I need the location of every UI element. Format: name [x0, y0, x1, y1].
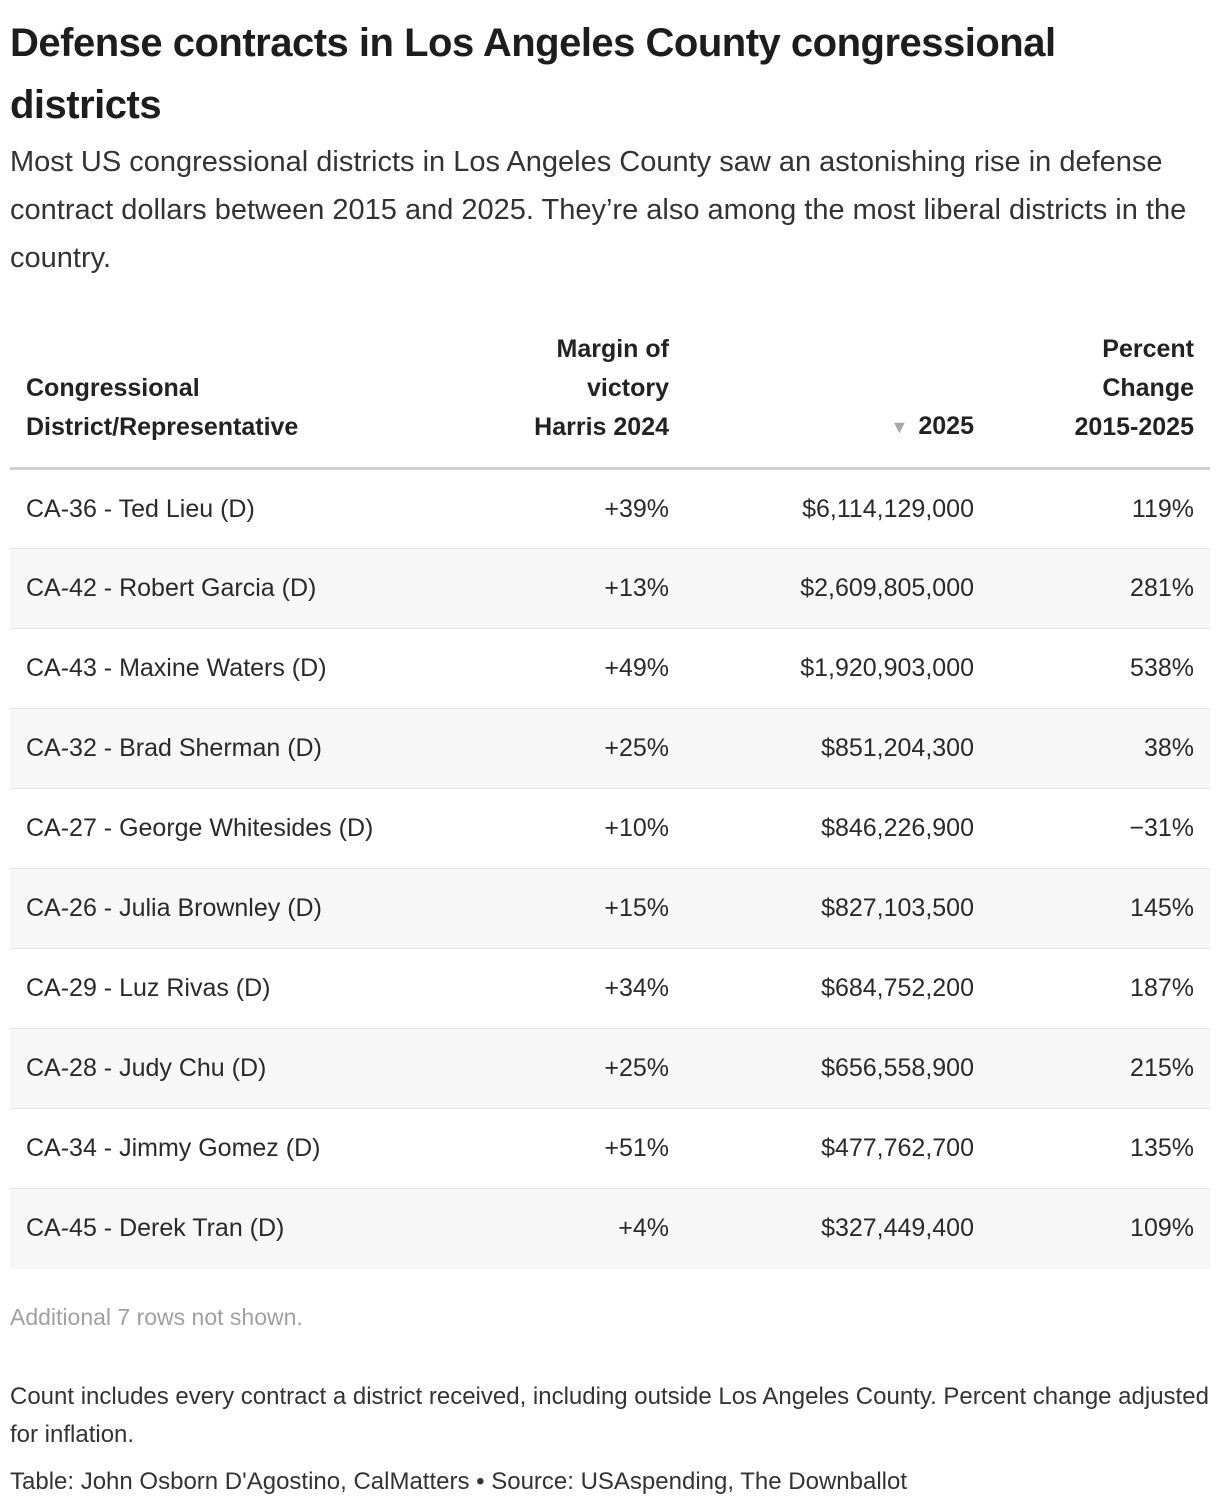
cell-district: CA-36 - Ted Lieu (D): [10, 468, 440, 549]
cell-margin: +4%: [440, 1188, 685, 1269]
cell-district: CA-32 - Brad Sherman (D): [10, 708, 440, 789]
header-pct-line2: Change: [1102, 374, 1194, 402]
cell-contracts-2025: $1,920,903,000: [685, 628, 990, 709]
table-row: CA-26 - Julia Brownley (D) +15% $827,103…: [10, 868, 1210, 949]
cell-margin: +49%: [440, 628, 685, 709]
table-row: CA-45 - Derek Tran (D) +4% $327,449,400 …: [10, 1188, 1210, 1269]
header-pct-line3: 2015-2025: [1074, 413, 1194, 441]
chart-title: Defense contracts in Los Angeles County …: [10, 21, 1056, 127]
chart-container: Defense contracts in Los Angeles County …: [10, 0, 1210, 1495]
cell-margin: +25%: [440, 708, 685, 789]
cell-contracts-2025: $477,762,700: [685, 1108, 990, 1189]
cell-district: CA-43 - Maxine Waters (D): [10, 628, 440, 709]
table-row: CA-42 - Robert Garcia (D) +13% $2,609,80…: [10, 548, 1210, 629]
cell-percent-change: 215%: [990, 1028, 1210, 1109]
header-margin-line1: Margin of: [556, 335, 670, 363]
cell-percent-change: 38%: [990, 708, 1210, 789]
cell-contracts-2025: $846,226,900: [685, 788, 990, 869]
header-margin-line2: victory: [587, 374, 669, 402]
cell-contracts-2025: $851,204,300: [685, 708, 990, 789]
table-row: CA-28 - Judy Chu (D) +25% $656,558,900 2…: [10, 1028, 1210, 1109]
cell-district: CA-45 - Derek Tran (D): [10, 1188, 440, 1269]
cell-margin: +15%: [440, 868, 685, 949]
cell-district: CA-29 - Luz Rivas (D): [10, 948, 440, 1029]
cell-contracts-2025: $656,558,900: [685, 1028, 990, 1109]
cell-contracts-2025: $684,752,200: [685, 948, 990, 1029]
chart-subtitle: Most US congressional districts in Los A…: [10, 146, 1187, 274]
cell-margin: +34%: [440, 948, 685, 1029]
header-2025-label: 2025: [918, 412, 974, 440]
table-row: CA-32 - Brad Sherman (D) +25% $851,204,3…: [10, 708, 1210, 789]
chart-source: Table: John Osborn D'Agostino, CalMatter…: [10, 1468, 908, 1495]
cell-percent-change: −31%: [990, 788, 1210, 869]
cell-district: CA-34 - Jimmy Gomez (D): [10, 1108, 440, 1189]
sort-descending-icon: ▼: [890, 417, 909, 437]
table-row: CA-43 - Maxine Waters (D) +49% $1,920,90…: [10, 628, 1210, 709]
cell-percent-change: 119%: [990, 468, 1210, 549]
header-2025[interactable]: ▼ 2025: [685, 330, 990, 470]
cell-percent-change: 145%: [990, 868, 1210, 949]
table-row: CA-29 - Luz Rivas (D) +34% $684,752,200 …: [10, 948, 1210, 1029]
cell-percent-change: 281%: [990, 548, 1210, 629]
table-row: CA-27 - George Whitesides (D) +10% $846,…: [10, 788, 1210, 869]
header-margin[interactable]: Margin of victory Harris 2024: [440, 330, 685, 470]
table-row: CA-36 - Ted Lieu (D) +39% $6,114,129,000…: [10, 468, 1210, 549]
cell-district: CA-26 - Julia Brownley (D): [10, 868, 440, 949]
cell-contracts-2025: $6,114,129,000: [685, 468, 990, 549]
cell-percent-change: 135%: [990, 1108, 1210, 1189]
header-percent-change[interactable]: Percent Change 2015-2025: [990, 330, 1210, 470]
cell-percent-change: 538%: [990, 628, 1210, 709]
table-row: CA-34 - Jimmy Gomez (D) +51% $477,762,70…: [10, 1108, 1210, 1189]
header-district[interactable]: Congressional District/Representative: [10, 330, 440, 470]
cell-margin: +39%: [440, 468, 685, 549]
cell-margin: +10%: [440, 788, 685, 869]
table-body: CA-36 - Ted Lieu (D) +39% $6,114,129,000…: [10, 468, 1210, 1269]
cell-margin: +13%: [440, 548, 685, 629]
cell-percent-change: 187%: [990, 948, 1210, 1029]
cell-margin: +25%: [440, 1028, 685, 1109]
data-table: Congressional District/Representative Ma…: [10, 330, 1210, 1269]
header-row: Congressional District/Representative Ma…: [10, 330, 1210, 470]
header-district-line3: District/Representative: [26, 413, 299, 441]
header-district-line2: Congressional: [26, 374, 200, 402]
cell-district: CA-42 - Robert Garcia (D): [10, 548, 440, 629]
more-rows-note: Additional 7 rows not shown.: [10, 1304, 303, 1330]
cell-contracts-2025: $327,449,400: [685, 1188, 990, 1269]
cell-district: CA-27 - George Whitesides (D): [10, 788, 440, 869]
chart-notes: Count includes every contract a district…: [10, 1383, 1209, 1448]
cell-contracts-2025: $827,103,500: [685, 868, 990, 949]
cell-district: CA-28 - Judy Chu (D): [10, 1028, 440, 1109]
cell-margin: +51%: [440, 1108, 685, 1189]
cell-contracts-2025: $2,609,805,000: [685, 548, 990, 629]
header-pct-line1: Percent: [1102, 335, 1194, 363]
header-margin-line3: Harris 2024: [534, 413, 669, 441]
cell-percent-change: 109%: [990, 1188, 1210, 1269]
table-header: Congressional District/Representative Ma…: [10, 330, 1210, 470]
